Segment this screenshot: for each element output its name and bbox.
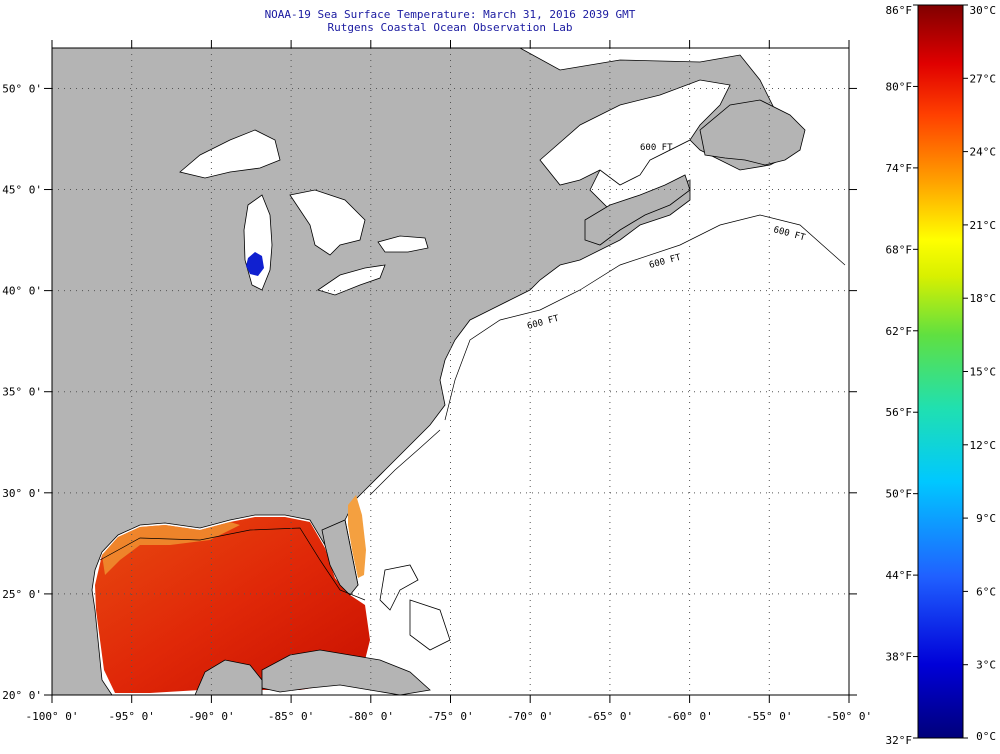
- colorbar: [917, 4, 964, 739]
- colorbar-label-f: 80°F: [886, 80, 913, 93]
- colorbar-label-c: 15°C: [970, 366, 997, 379]
- colorbar-label-c: 30°C: [970, 4, 997, 17]
- colorbar-label-f: 56°F: [886, 406, 913, 419]
- colorbar-label-c: 21°C: [970, 219, 997, 232]
- colorbar-label-c: 9°C: [976, 512, 996, 525]
- east-coast-contour: [369, 429, 441, 496]
- colorbar-label-c: 18°C: [970, 292, 997, 305]
- lat-tick-label: 30° 0': [2, 487, 42, 500]
- colorbar-label-f: 68°F: [886, 243, 913, 256]
- land-florida: [321, 519, 359, 596]
- contour-label: 600 FT: [640, 143, 673, 153]
- lon-tick-label: -70° 0': [507, 710, 553, 723]
- colorbar-label-f: 74°F: [886, 162, 913, 175]
- land-yucatan: [194, 659, 263, 695]
- lon-tick-label: -90° 0': [188, 710, 234, 723]
- lon-tick-label: -100° 0': [26, 710, 79, 723]
- lat-tick-label: 20° 0': [2, 689, 42, 702]
- colorbar-label-f: 38°F: [886, 651, 913, 664]
- lon-tick-label: -65° 0': [587, 710, 633, 723]
- land-nova-scotia: [584, 174, 691, 246]
- lake-ontario: [377, 235, 429, 253]
- map-title: NOAA-19 Sea Surface Temperature: March 3…: [264, 8, 636, 21]
- lon-tick-label: -60° 0': [666, 710, 712, 723]
- lon-tick-label: -50° 0': [826, 710, 872, 723]
- colorbar-label-c: 0°C: [976, 730, 996, 743]
- lon-tick-label: -95° 0': [109, 710, 155, 723]
- land-cuba: [261, 649, 431, 695]
- gulf-of-mexico-sst: [95, 517, 370, 693]
- colorbar-label-f: 50°F: [886, 488, 913, 501]
- bahamas: [379, 564, 451, 651]
- colorbar-label-c: 27°C: [970, 72, 997, 85]
- lat-tick-label: 35° 0': [2, 386, 42, 399]
- lake-michigan-sst: [246, 252, 264, 276]
- colorbar-label-f: 32°F: [886, 734, 913, 747]
- lat-tick-label: 45° 0': [2, 184, 42, 197]
- colorbar-label-c: 3°C: [976, 659, 996, 672]
- map-subtitle: Rutgens Coastal Ocean Observation Lab: [327, 21, 573, 34]
- colorbar-label-c: 12°C: [970, 439, 997, 452]
- colorbar-label-c: 6°C: [976, 585, 996, 598]
- colorbar-label-c: 24°C: [970, 146, 997, 159]
- lat-tick-label: 40° 0': [2, 285, 42, 298]
- lake-huron: [289, 189, 366, 256]
- lon-tick-label: -85° 0': [268, 710, 314, 723]
- shelf-contour: [99, 214, 846, 601]
- colorbar-label-f: 62°F: [886, 325, 913, 338]
- gulf-st-lawrence: [539, 79, 731, 186]
- gulf-coast-warm: [102, 522, 240, 575]
- lon-tick-label: -75° 0': [427, 710, 473, 723]
- lat-tick-label: 50° 0': [2, 82, 42, 95]
- lon-tick-label: -80° 0': [348, 710, 394, 723]
- lake-erie: [317, 264, 386, 296]
- lat-tick-label: 25° 0': [2, 588, 42, 601]
- lake-superior: [179, 129, 281, 179]
- lon-tick-label: -55° 0': [746, 710, 792, 723]
- colorbar-label-f: 86°F: [886, 4, 913, 17]
- colorbar-label-f: 44°F: [886, 569, 913, 582]
- land-newfoundland: [699, 99, 806, 166]
- florida-east-sst: [348, 495, 366, 578]
